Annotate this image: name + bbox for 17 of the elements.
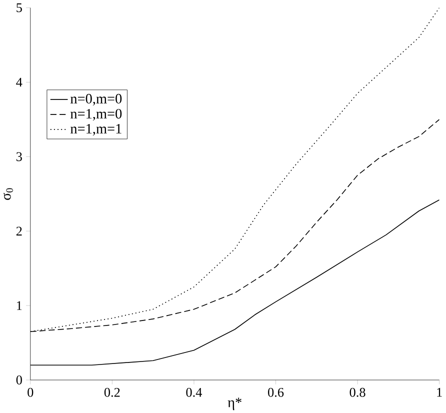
x-tick-label: 0.2 <box>104 388 120 397</box>
y-tick-label: 1 <box>17 300 22 310</box>
y-tick-label: 4 <box>16 78 22 86</box>
legend-label: n=0,m=0 <box>70 94 122 106</box>
y-tick-label: 2 <box>16 226 22 236</box>
x-tick-label: 1 <box>437 388 442 396</box>
x-tick-label: 0.4 <box>186 388 202 397</box>
x-tick-label: 0.8 <box>350 388 366 397</box>
x-tick-label: 0 <box>28 388 34 397</box>
legend-label: n=1,m=0 <box>70 108 122 120</box>
x-axis-title: η* <box>228 398 242 410</box>
y-tick-label: 5 <box>16 3 22 12</box>
y-tick-label: 0 <box>16 375 22 384</box>
y-axis-title: σ$_{0}$ <box>3 188 13 200</box>
y-tick-label: 3 <box>16 152 22 161</box>
x-tick-label: 0.6 <box>268 388 284 397</box>
legend-label: n=1,m=1 <box>70 124 122 136</box>
